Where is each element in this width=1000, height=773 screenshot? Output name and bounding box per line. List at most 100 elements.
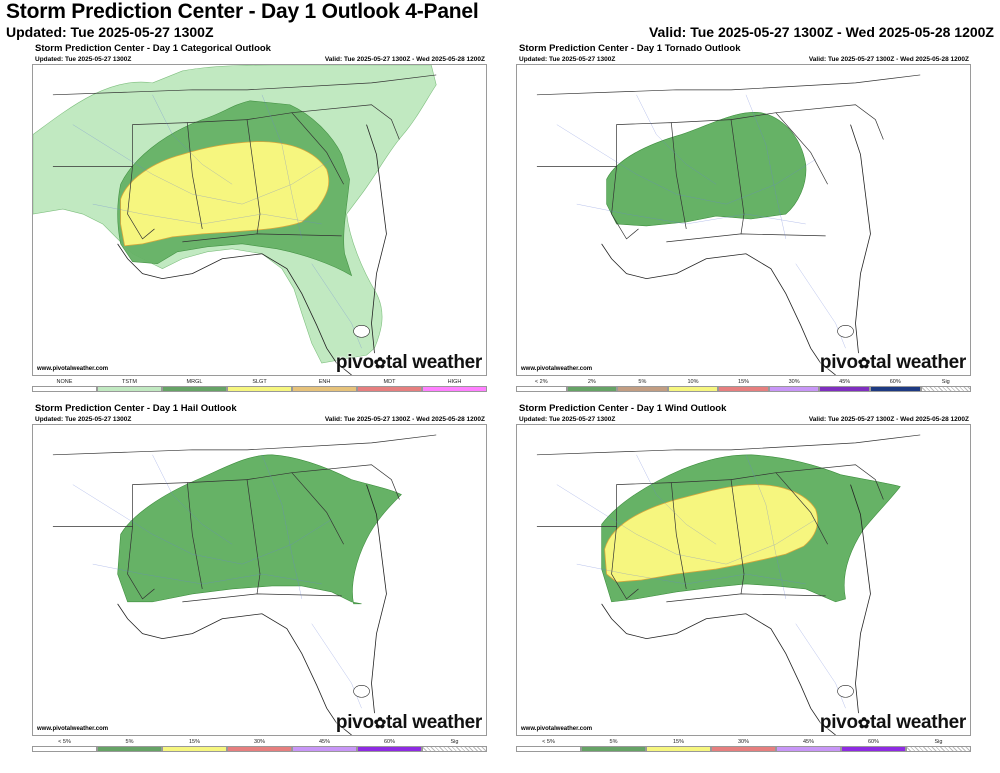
- legend-item: < 5%: [32, 738, 97, 754]
- legend-item: 45%: [776, 738, 841, 754]
- outlook-map[interactable]: www.pivotalweather.com pivo✿tal weather: [516, 424, 971, 736]
- legend-item: 2%: [566, 378, 618, 394]
- legend-label: HIGH: [447, 379, 462, 385]
- wind-15pct-area: [604, 484, 818, 583]
- legend-item: 15%: [718, 378, 769, 394]
- pivotal-weather-logo: pivo✿tal weather: [335, 352, 482, 373]
- legend-swatch: [581, 746, 646, 752]
- legend-swatch: [768, 386, 820, 392]
- legend-swatch: [566, 386, 618, 392]
- legend-label: 10%: [687, 379, 699, 385]
- panel-title: Storm Prediction Center - Day 1 Tornado …: [519, 43, 741, 54]
- outlook-map[interactable]: www.pivotalweather.com pivo✿tal weather: [32, 64, 487, 376]
- panel-title: Storm Prediction Center - Day 1 Wind Out…: [519, 403, 727, 414]
- legend-item: < 2%: [516, 378, 567, 394]
- legend-label: 15%: [738, 379, 750, 385]
- legend-label: 30%: [737, 739, 749, 745]
- panel-title: Storm Prediction Center - Day 1 Categori…: [35, 43, 271, 54]
- legend-swatch: [292, 386, 357, 392]
- risk-legend: < 5% 5% 15% 30% 45% 60% Sig: [32, 738, 487, 754]
- legend-item: MDT: [357, 378, 422, 394]
- risk-legend: < 5% 5% 15% 30% 45% 60% Sig: [516, 738, 971, 754]
- risk-legend: < 2% 2% 5% 10% 15% 30% 45% 60% Sig: [516, 378, 972, 394]
- logo-flower-icon: ✿: [373, 715, 387, 732]
- legend-item: HIGH: [422, 378, 487, 394]
- page-updated-time: Updated: Tue 2025-05-27 1300Z: [6, 24, 214, 40]
- legend-item: 5%: [97, 738, 162, 754]
- legend-item: 30%: [227, 738, 292, 754]
- legend-item: < 5%: [516, 738, 581, 754]
- legend-label: MDT: [383, 379, 396, 385]
- legend-swatch: [292, 746, 357, 752]
- legend-swatch: [422, 746, 487, 752]
- legend-swatch: [718, 386, 769, 392]
- risk-legend: NONE TSTM MRGL SLGT ENH MDT HIGH: [32, 378, 487, 394]
- legend-swatch: [422, 386, 487, 392]
- legend-item: 60%: [357, 738, 422, 754]
- legend-swatch: [841, 746, 906, 752]
- logo-flower-icon: ✿: [857, 355, 871, 372]
- state-borders: [52, 74, 437, 243]
- legend-label: Sig: [941, 379, 950, 385]
- legend-swatch: [227, 386, 292, 392]
- legend-label: TSTM: [122, 379, 137, 385]
- legend-label: 60%: [383, 739, 395, 745]
- legend-item: MRGL: [162, 378, 227, 394]
- legend-swatch: [776, 746, 841, 752]
- page-valid-time: Valid: Tue 2025-05-27 1300Z - Wed 2025-0…: [648, 24, 994, 40]
- legend-swatch: [32, 746, 97, 752]
- legend-label: 15%: [188, 739, 200, 745]
- legend-item: SLGT: [227, 378, 292, 394]
- legend-item: Sig: [906, 738, 971, 754]
- map-canvas: [517, 65, 970, 375]
- pivotal-weather-credit: www.pivotalweather.com: [521, 366, 593, 372]
- panel-updated-time: Updated: Tue 2025-05-27 1300Z: [35, 56, 132, 63]
- map-canvas: [517, 425, 970, 735]
- legend-label: 45%: [318, 739, 330, 745]
- tornado-outlook-panel: Storm Prediction Center - Day 1 Tornado …: [516, 43, 972, 395]
- slgt-risk-area: [120, 141, 330, 247]
- legend-label: < 2%: [534, 379, 548, 385]
- legend-label: 60%: [889, 379, 901, 385]
- logo-flower-icon: ✿: [857, 715, 871, 732]
- panel-valid-time: Valid: Tue 2025-05-27 1300Z - Wed 2025-0…: [808, 56, 969, 63]
- panel-valid-time: Valid: Tue 2025-05-27 1300Z - Wed 2025-0…: [324, 56, 485, 63]
- legend-swatch: [646, 746, 711, 752]
- legend-item: 10%: [667, 378, 719, 394]
- logo-flower-icon: ✿: [373, 355, 387, 372]
- legend-label: 60%: [867, 739, 879, 745]
- legend-item: 45%: [819, 378, 870, 394]
- outlook-map[interactable]: www.pivotalweather.com pivo✿tal weather: [32, 424, 487, 736]
- legend-item: 45%: [292, 738, 357, 754]
- legend-item: NONE: [32, 378, 97, 394]
- outlook-map[interactable]: www.pivotalweather.com pivo✿tal weather: [516, 64, 971, 376]
- legend-label: 5%: [125, 739, 134, 745]
- pivotal-weather-credit: www.pivotalweather.com: [521, 726, 593, 732]
- map-canvas: [33, 65, 486, 375]
- legend-item: ENH: [292, 378, 357, 394]
- legend-label: Sig: [450, 739, 459, 745]
- legend-label: 5%: [638, 379, 647, 385]
- pivotal-weather-logo: pivo✿tal weather: [335, 712, 482, 733]
- hail-outlook-panel: Storm Prediction Center - Day 1 Hail Out…: [32, 403, 487, 755]
- legend-item: 60%: [841, 738, 906, 754]
- pivotal-weather-logo: pivo✿tal weather: [819, 712, 966, 733]
- legend-label: SLGT: [252, 379, 267, 385]
- road-network: [72, 94, 362, 349]
- panel-valid-time: Valid: Tue 2025-05-27 1300Z - Wed 2025-0…: [808, 416, 969, 423]
- legend-swatch: [516, 746, 581, 752]
- panel-updated-time: Updated: Tue 2025-05-27 1300Z: [519, 56, 616, 63]
- legend-swatch: [516, 386, 567, 392]
- tornado-2pct-area: [606, 112, 807, 227]
- legend-label: 30%: [788, 379, 800, 385]
- legend-label: < 5%: [58, 739, 71, 745]
- lake-okeechobee: [353, 325, 370, 338]
- legend-swatch: [162, 386, 227, 392]
- legend-swatch: [667, 386, 719, 392]
- panel-title: Storm Prediction Center - Day 1 Hail Out…: [35, 403, 237, 414]
- map-canvas: [33, 425, 486, 735]
- pivotal-weather-credit: www.pivotalweather.com: [37, 366, 109, 372]
- legend-label: NONE: [56, 379, 73, 385]
- legend-swatch: [227, 746, 292, 752]
- legend-label: 45%: [802, 739, 814, 745]
